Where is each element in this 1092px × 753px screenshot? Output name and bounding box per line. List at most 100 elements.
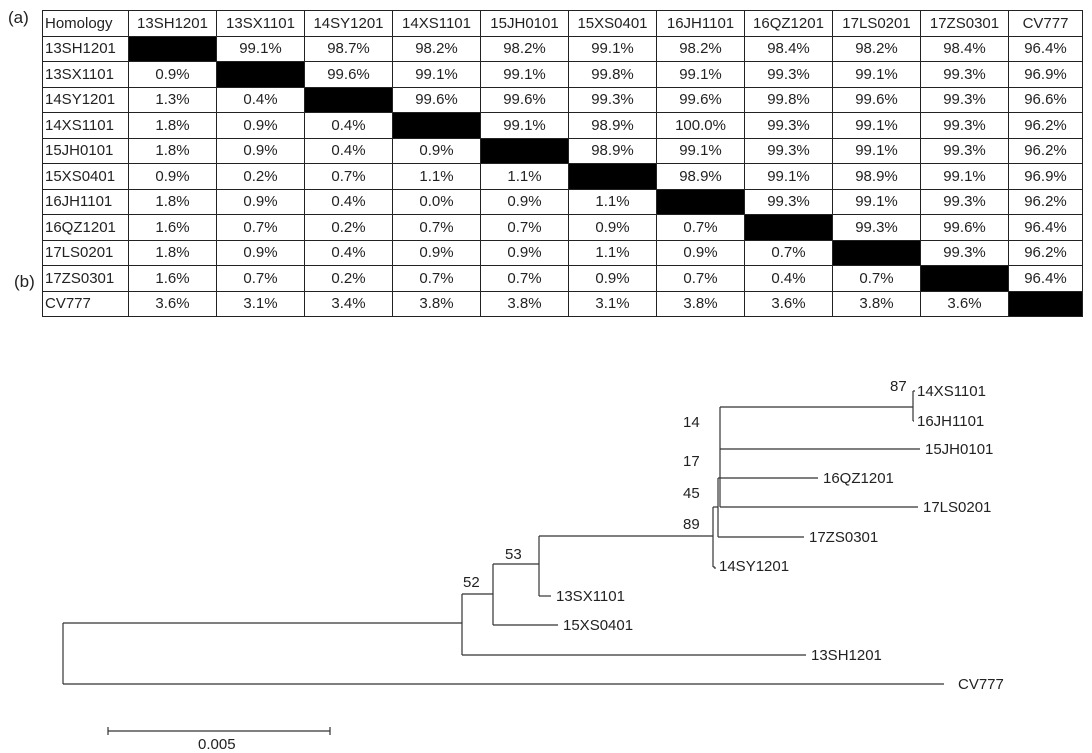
column-header: 16JH1101: [656, 10, 745, 37]
table-cell: 99.3%: [744, 112, 833, 139]
table-cell: 0.7%: [656, 214, 745, 241]
diagonal-cell: [832, 239, 921, 266]
table-cell: 99.1%: [920, 163, 1009, 190]
table-cell: 1.1%: [568, 188, 657, 215]
diagonal-cell: [480, 137, 569, 164]
panel-b-label: (b): [14, 272, 35, 291]
taxon-label: 17LS0201: [923, 499, 991, 516]
table-row: 15XS0401 0.9% 0.2% 0.7% 1.1% 1.1% 98.9% 99.1% 98…: [42, 163, 1083, 190]
table-row: 15JH0101 1.8% 0.9% 0.4% 0.9% 98.9% 99.1% 99.3% 9…: [42, 137, 1083, 164]
table-cell: 99.1%: [392, 61, 481, 88]
table-cell: 99.6%: [832, 86, 921, 113]
taxon-label: 17ZS0301: [809, 529, 878, 546]
taxon-label: 16QZ1201: [823, 470, 894, 487]
table-cell: 98.2%: [480, 35, 569, 62]
table-cell: 1.1%: [392, 163, 481, 190]
table-row: 14SY1201 1.3% 0.4% 99.6% 99.6% 99.3% 99.6% 99.8…: [42, 86, 1083, 113]
table-cell: 3.8%: [392, 290, 481, 317]
table-cell: 99.6%: [920, 214, 1009, 241]
row-header: CV777: [42, 290, 129, 317]
column-header: 15XS0401: [568, 10, 657, 37]
table-cell: 0.7%: [480, 265, 569, 292]
table-cell: 1.6%: [128, 214, 217, 241]
diagonal-cell: [128, 35, 217, 62]
table-cell: 0.9%: [568, 265, 657, 292]
table-cell: 3.6%: [920, 290, 1009, 317]
column-header: 15JH0101: [480, 10, 569, 37]
table-cell: 0.7%: [392, 214, 481, 241]
table-cell: 96.4%: [1008, 214, 1083, 241]
diagonal-cell: [392, 112, 481, 139]
table-cell: 98.4%: [920, 35, 1009, 62]
table-cell: 1.8%: [128, 137, 217, 164]
table-cell: 96.2%: [1008, 188, 1083, 215]
table-cell: 0.9%: [656, 239, 745, 266]
row-header: 17ZS0301: [42, 265, 129, 292]
table-cell: 0.0%: [392, 188, 481, 215]
table-cell: 1.8%: [128, 239, 217, 266]
table-cell: 0.4%: [216, 86, 305, 113]
table-cell: 100.0%: [656, 112, 745, 139]
column-header: 13SX1101: [216, 10, 305, 37]
table-cell: 96.2%: [1008, 112, 1083, 139]
taxon-label: 16JH1101: [917, 413, 984, 430]
table-cell: 0.7%: [480, 214, 569, 241]
table-cell: 99.1%: [216, 35, 305, 62]
table-cell: 0.9%: [392, 137, 481, 164]
table-row: 13SX1101 0.9% 99.6% 99.1% 99.1% 99.8% 99.1% 99.…: [42, 61, 1083, 88]
table-cell: 3.6%: [128, 290, 217, 317]
table-cell: 99.6%: [656, 86, 745, 113]
table-cell: 3.4%: [304, 290, 393, 317]
bootstrap-value: 45: [683, 485, 700, 502]
table-cell: 99.1%: [832, 112, 921, 139]
column-header: 17LS0201: [832, 10, 921, 37]
table-cell: 99.1%: [832, 137, 921, 164]
table-cell: 0.9%: [128, 61, 217, 88]
taxon-label: CV777: [958, 676, 1004, 693]
table-row: CV777 3.6% 3.1% 3.4% 3.8% 3.8% 3.1% 3.8% 3.6% 3.8…: [42, 290, 1083, 317]
table-cell: 0.7%: [216, 265, 305, 292]
diagonal-cell: [1008, 290, 1083, 317]
column-header: 14XS1101: [392, 10, 481, 37]
bootstrap-value: 87: [890, 378, 907, 395]
taxon-label: 14XS1101: [917, 383, 986, 400]
table-cell: 0.4%: [304, 112, 393, 139]
diagonal-cell: [568, 163, 657, 190]
taxon-label: 13SH1201: [811, 647, 882, 664]
table-cell: 0.2%: [304, 265, 393, 292]
row-header: 14SY1201: [42, 86, 129, 113]
table-cell: 0.9%: [392, 239, 481, 266]
table-cell: 99.1%: [656, 137, 745, 164]
table-cell: 99.3%: [920, 112, 1009, 139]
diagonal-cell: [744, 214, 833, 241]
table-cell: 98.4%: [744, 35, 833, 62]
bootstrap-value: 89: [683, 516, 700, 533]
table-cell: 0.7%: [216, 214, 305, 241]
table-cell: 98.9%: [568, 137, 657, 164]
scale-bar-label: 0.005: [198, 736, 236, 753]
table-row: 17ZS0301 1.6% 0.7% 0.2% 0.7% 0.7% 0.9% 0.7% 0.4%…: [42, 265, 1083, 292]
table-cell: 0.7%: [392, 265, 481, 292]
table-cell: 98.9%: [832, 163, 921, 190]
table-cell: 99.1%: [480, 112, 569, 139]
table-cell: 99.3%: [920, 61, 1009, 88]
table-cell: 0.4%: [304, 239, 393, 266]
taxon-label: 14SY1201: [719, 558, 789, 575]
homology-table: Homology 13SH1201 13SX1101 14SY1201 14XS1101…: [42, 10, 1083, 317]
bootstrap-value: 53: [505, 546, 522, 563]
table-cell: 0.9%: [216, 112, 305, 139]
table-cell: 3.6%: [744, 290, 833, 317]
taxon-label: 15XS0401: [563, 617, 633, 634]
table-row: 14XS1101 1.8% 0.9% 0.4% 99.1% 98.9% 100.0% 99.3…: [42, 112, 1083, 139]
table-cell: 98.2%: [392, 35, 481, 62]
table-cell: 96.2%: [1008, 239, 1083, 266]
table-cell: 96.6%: [1008, 86, 1083, 113]
table-header-row: Homology 13SH1201 13SX1101 14SY1201 14XS1101…: [42, 10, 1083, 37]
table-cell: 1.3%: [128, 86, 217, 113]
table-cell: 0.9%: [216, 188, 305, 215]
table-cell: 99.3%: [744, 137, 833, 164]
table-cell: 99.1%: [656, 61, 745, 88]
table-cell: 0.7%: [744, 239, 833, 266]
table-cell: 0.9%: [216, 239, 305, 266]
column-header: 16QZ1201: [744, 10, 833, 37]
